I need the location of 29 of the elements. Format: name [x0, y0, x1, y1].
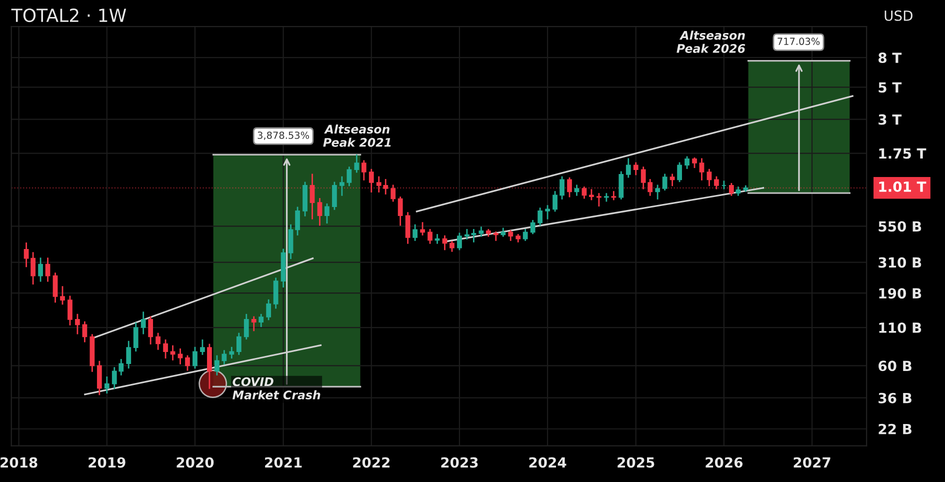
chart-title: TOTAL2 · 1W: [11, 8, 126, 22]
x-tick-label: 2022: [353, 457, 390, 468]
y-tick-label: 60 B: [878, 360, 912, 372]
x-tick-label: 2027: [794, 457, 830, 468]
annotation: 3,878.53%: [258, 132, 310, 140]
annotation: Altseason Peak 2021: [323, 124, 391, 147]
x-tick-label: 2023: [441, 457, 478, 468]
y-tick-label: 550 B: [878, 221, 922, 232]
y-tick-label: 1.75 T: [879, 148, 926, 159]
y-tick-label: 5 T: [878, 82, 902, 93]
x-tick-label: 2018: [0, 457, 38, 468]
x-tick-label: 2019: [88, 457, 126, 468]
annotation: 717.03%: [778, 38, 820, 46]
y-tick-label: 8 T: [878, 52, 902, 64]
x-tick-label: 2021: [265, 457, 302, 468]
y-tick-label: 190 B: [879, 288, 922, 299]
x-tick-label: 2026: [706, 457, 743, 468]
y-tick-label: 110 B: [879, 322, 922, 333]
y-tick-label: 36 B: [878, 392, 912, 404]
ref-line-label: 1.01 T: [879, 181, 926, 192]
y-tick-label: 3 T: [878, 114, 902, 125]
text: USD: [884, 10, 912, 21]
annotation: COVID Market Crash: [232, 377, 320, 400]
annotation: Altseason Peak 2026: [676, 30, 746, 53]
x-tick-label: 2024: [529, 457, 566, 468]
y-tick-label: 22 B: [878, 424, 912, 434]
x-tick-label: 2025: [618, 457, 654, 468]
x-tick-label: 2020: [176, 457, 214, 468]
y-tick-label: 310 B: [878, 257, 922, 268]
